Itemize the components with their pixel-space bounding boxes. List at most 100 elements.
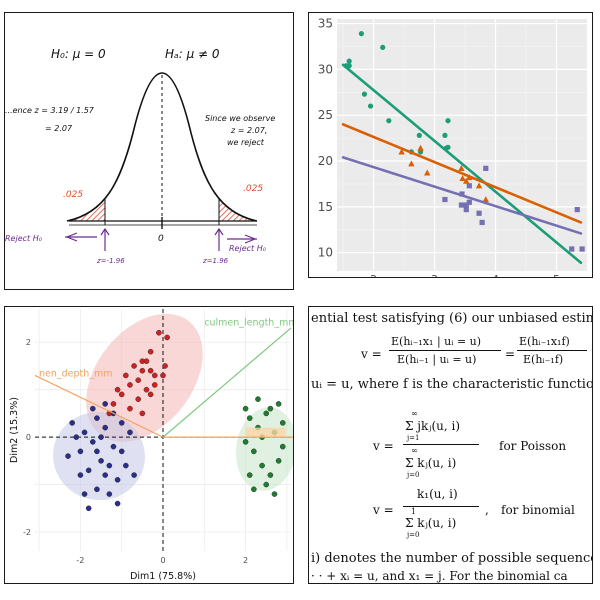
x-tick-label: 4: [492, 273, 499, 278]
y-tick-label: 0: [26, 433, 31, 442]
eq3-lhs: v =: [373, 503, 394, 517]
pca-point: [143, 386, 150, 393]
pca-point: [267, 405, 274, 412]
pca-point: [110, 443, 117, 450]
x-tick-label: -2: [76, 556, 84, 565]
pca-point: [123, 462, 129, 469]
z-left-label: z=-1.96: [96, 257, 125, 265]
eq3-separator: ,: [485, 503, 489, 517]
eq1-frac1-bar: [389, 350, 501, 351]
y-tick-label: 30: [318, 62, 333, 76]
pca-point: [102, 472, 108, 478]
data-point-square: [483, 165, 489, 171]
data-point-triangle: [463, 177, 470, 184]
pca-point: [162, 363, 168, 369]
variable-arrow: [162, 327, 292, 438]
eq2-den-sup: ∞: [411, 446, 418, 455]
regression-line: [341, 63, 583, 265]
eq1-equals: =: [505, 347, 516, 361]
pca-point: [131, 472, 137, 478]
pca-point: [151, 382, 158, 388]
pca-point: [73, 434, 80, 440]
data-point-triangle: [424, 169, 431, 176]
z-right-label: z=1.96: [202, 257, 229, 265]
pca-point: [69, 420, 75, 426]
eq3-label: for binomial: [501, 503, 575, 517]
y-tick-label: -2: [23, 528, 31, 537]
data-point-circle: [361, 91, 368, 97]
center-zero-label: 0: [158, 234, 164, 244]
pca-point: [102, 401, 108, 407]
data-point-triangle: [475, 182, 483, 189]
pca-point: [275, 401, 282, 407]
x-tick-label: 0: [160, 556, 165, 565]
data-point-square: [463, 207, 469, 213]
pca-point: [259, 462, 265, 469]
pca-point: [106, 491, 113, 497]
pca-point: [135, 396, 142, 402]
since-line-1: Since we observe: [205, 114, 275, 123]
text-line-3: i) denotes the number of possible sequen…: [311, 551, 593, 566]
pca-point: [131, 363, 137, 369]
pca-point: [139, 410, 146, 417]
pca-point: [143, 358, 150, 364]
pca-point: [118, 448, 125, 455]
pca-point: [106, 462, 113, 469]
data-point-circle: [346, 58, 352, 64]
reject-right-label: Reject H₀: [229, 244, 267, 253]
pca-point: [114, 386, 121, 393]
eq3-denominator: Σ kⱼ(u, i): [405, 516, 457, 530]
y-tick-label: 25: [318, 108, 333, 122]
pca-point: [90, 439, 96, 445]
eq2-label: for Poisson: [499, 439, 567, 453]
pca-point: [147, 348, 154, 355]
data-point-triangle: [408, 160, 415, 167]
null-hypothesis: H₀: μ = 0: [51, 47, 106, 61]
pca-point: [127, 405, 133, 412]
data-point-square: [579, 246, 585, 252]
pca-point: [160, 372, 166, 379]
pca-point: [98, 434, 104, 440]
variable-label-culmen-length: culmen_length_mm: [204, 318, 294, 329]
pca-point: [271, 491, 278, 497]
data-point-square: [476, 210, 482, 216]
pca-point: [267, 472, 274, 478]
reject-left-label: Reject H₀: [5, 234, 43, 243]
eq2-den-sub: j=0: [407, 471, 420, 479]
data-point-square: [463, 202, 469, 208]
eq1-frac2-numerator: E(hᵢ₋₁x₁f): [519, 335, 570, 348]
pca-point: [94, 448, 100, 455]
text-line-4: · · + xᵢ = u, and x₁ = j. For the binomi…: [311, 569, 568, 583]
eq2-num-sup: ∞: [411, 409, 418, 418]
data-point-circle: [445, 144, 451, 150]
data-point-square: [459, 191, 465, 197]
pca-point: [135, 377, 142, 383]
data-point-square: [458, 202, 464, 208]
scatter-regression-svg: 2 3 4 5 10 15 20 25 30 35: [318, 17, 588, 278]
scatter-regression-chart: 2 3 4 5 10 15 20 25 30 35: [308, 12, 593, 278]
eq1-frac2-denominator: E(hᵢ₋₁f): [523, 353, 564, 366]
y-tick-label: 10: [318, 246, 333, 260]
pca-point: [81, 429, 88, 436]
pca-point: [114, 500, 121, 507]
pca-point: [151, 372, 158, 379]
pca-point: [251, 448, 257, 455]
eq2-lhs: v =: [373, 439, 394, 453]
pca-point: [114, 477, 121, 483]
data-point-square: [466, 199, 472, 205]
pca-point: [65, 453, 71, 459]
pca-point: [127, 382, 133, 388]
pca-point: [156, 329, 162, 336]
y-tick-label: 35: [318, 17, 333, 31]
pca-point: [246, 415, 253, 421]
eq2-frac-bar: [403, 444, 479, 445]
x-tick-label: 5: [553, 273, 560, 278]
y-tick-label: 15: [318, 200, 333, 214]
pca-point: [94, 486, 100, 493]
variable-label-depth: nen_depth_mm: [39, 368, 113, 379]
data-point-circle: [416, 132, 422, 138]
plot-background: [337, 19, 587, 271]
eq3-numerator: k₁(u, i): [417, 487, 458, 501]
eq2-denominator: Σ kⱼ(u, i): [405, 456, 457, 470]
eq2-numerator: Σ jkⱼ(u, i): [405, 419, 461, 433]
